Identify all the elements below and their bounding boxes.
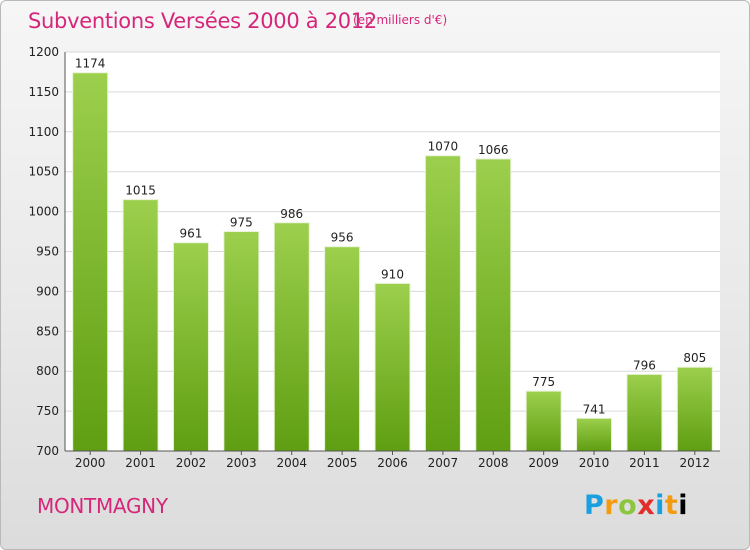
data-label: 1015 [125, 184, 156, 198]
bar-2008 [475, 158, 512, 452]
y-tick-label: 1100 [28, 125, 59, 139]
axes [64, 52, 720, 455]
x-tick-label: 2006 [377, 456, 408, 470]
logo-letter: x [637, 490, 656, 521]
logo-letter: i [678, 490, 689, 521]
y-tick-labels: 700 750 800 850 900 950 1000 1050 1100 1150 1200 [28, 45, 59, 458]
y-tick-label: 750 [36, 404, 59, 418]
bar-2002 [172, 242, 209, 452]
logo-letter: t [664, 490, 679, 521]
bar-2011 [626, 373, 663, 452]
bar-2007 [424, 155, 461, 452]
y-tick-label: 1050 [28, 165, 59, 179]
x-tick-label: 2011 [629, 456, 660, 470]
logo-letter: i [655, 490, 665, 521]
logo-letter: o [618, 490, 638, 521]
unit-note: (en milliers d'€) [353, 13, 448, 27]
y-tick-label: 1200 [28, 45, 59, 59]
bar-2006 [374, 282, 411, 452]
y-tick-label: 800 [36, 364, 59, 378]
y-tick-label: 1150 [28, 85, 59, 99]
x-tick-label: 2004 [276, 456, 307, 470]
x-tick-label: 2009 [528, 456, 559, 470]
bar-2005 [324, 246, 361, 452]
x-tick-label: 2012 [680, 456, 711, 470]
y-tick-label: 700 [36, 444, 59, 458]
x-tick-label: 2000 [75, 456, 106, 470]
x-tick-label: 2005 [327, 456, 358, 470]
x-tick-label: 2001 [125, 456, 156, 470]
data-label: 796 [633, 358, 656, 372]
bar-2003 [223, 231, 260, 452]
chart-title: Subventions Versées 2000 à 2012 [28, 9, 377, 33]
x-tick-label: 2003 [226, 456, 257, 470]
x-tick-labels: 2000 2001 2002 2003 2004 2005 2006 2007 2008 2009… [75, 456, 710, 470]
bar-2000 [72, 72, 109, 452]
data-labels: 1174 1015 961 975 986 956 910 1070 1066 775 741 796… [75, 57, 706, 417]
data-label: 956 [331, 231, 354, 245]
data-label: 986 [280, 207, 303, 221]
x-tick-label: 2002 [176, 456, 207, 470]
logo-letter: P [584, 490, 605, 521]
bar-2009 [525, 390, 562, 452]
bar-2004 [273, 222, 310, 452]
proxiti-logo: Proxiti [584, 490, 688, 521]
x-tick-label: 2008 [478, 456, 509, 470]
data-label: 741 [583, 402, 606, 416]
commune-name: MONTMAGNY [37, 494, 168, 518]
bar-2012 [676, 366, 713, 452]
data-label: 805 [683, 351, 706, 365]
data-label: 975 [230, 216, 253, 230]
data-label: 961 [180, 227, 203, 241]
logo-letter: r [604, 490, 619, 521]
x-tick-label: 2010 [579, 456, 610, 470]
y-tick-label: 950 [36, 245, 59, 259]
bar-2010 [576, 417, 613, 452]
data-label: 910 [381, 267, 404, 281]
bar-2001 [122, 199, 159, 452]
data-label: 1066 [478, 143, 509, 157]
data-label: 775 [532, 375, 555, 389]
x-tick-label: 2007 [428, 456, 459, 470]
y-tick-label: 1000 [28, 205, 59, 219]
y-tick-label: 850 [36, 324, 59, 338]
data-label: 1174 [75, 57, 106, 71]
data-label: 1070 [428, 140, 459, 154]
y-tick-label: 900 [36, 284, 59, 298]
